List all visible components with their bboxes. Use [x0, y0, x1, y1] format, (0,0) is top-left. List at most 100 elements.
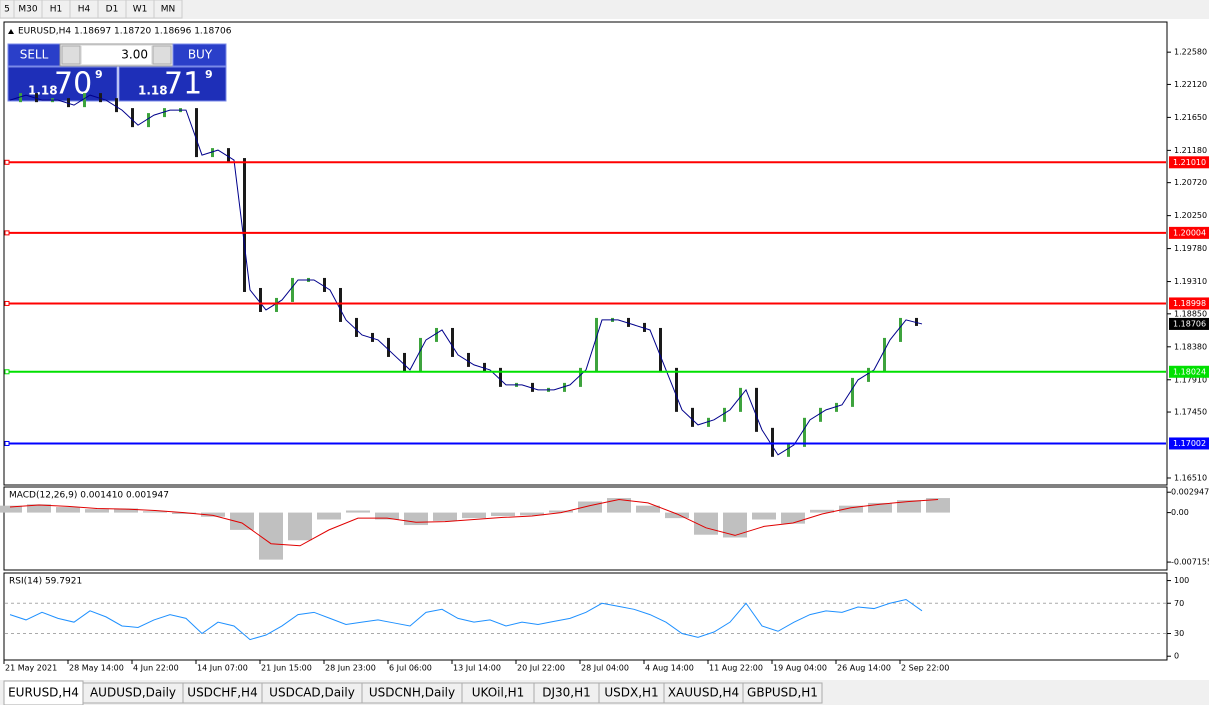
price-bar [387, 337, 390, 357]
timeframe-button[interactable] [153, 0, 183, 19]
price-tick-label: 1.20720 [1174, 178, 1207, 187]
close-line [9, 94, 923, 456]
macd-bar [607, 498, 631, 513]
x-tick-label: 28 Jul 04:00 [581, 664, 629, 673]
price-bar [867, 367, 870, 382]
macd-bar [636, 505, 660, 513]
tab-label: USDCHF,H4 [187, 686, 257, 700]
level-label: 1.21010 [1173, 158, 1206, 167]
price-tick-label: 1.18380 [1174, 342, 1207, 351]
price-bar [483, 362, 486, 372]
price-bar [259, 287, 262, 312]
price-bar [499, 367, 502, 387]
buy-price[interactable] [118, 66, 227, 102]
rsi-tick-label: 100 [1174, 576, 1189, 585]
macd-bar [85, 509, 109, 513]
level-label: 1.18024 [1173, 367, 1206, 376]
tab-label: USDCAD,Daily [269, 686, 355, 700]
sell-point: 9 [95, 68, 103, 81]
macd-bar [549, 510, 573, 513]
price-bar [595, 317, 598, 372]
price-bar [35, 93, 38, 103]
macd-bar [259, 512, 283, 560]
x-tick-label: 2 Sep 22:00 [901, 664, 949, 673]
tab[interactable] [3, 680, 84, 705]
lot-down[interactable] [61, 45, 81, 65]
tab-label: GBPUSD,H1 [747, 686, 818, 700]
price-bar [275, 297, 278, 312]
tab-label: XAUUSD,H4 [668, 686, 739, 700]
price-tick-label: 1.22580 [1174, 48, 1207, 57]
timeframe-label: M30 [18, 5, 37, 15]
buy-button[interactable] [172, 43, 227, 67]
rsi-pane [3, 572, 1168, 661]
rsi-title: RSI(14) 59.7921 [9, 577, 82, 587]
timeframe-label: W1 [133, 5, 148, 15]
level-handle [4, 440, 10, 446]
price-tick-label: 1.19780 [1174, 244, 1207, 253]
tab-label: USDX,H1 [604, 686, 658, 700]
price-bar [531, 382, 534, 392]
price-bar [851, 377, 854, 407]
price-bar [643, 322, 646, 332]
lot-up[interactable] [152, 45, 172, 65]
tab[interactable] [742, 682, 823, 704]
buy-label: BUY [188, 48, 213, 62]
price-tick-label: 1.21180 [1174, 146, 1207, 155]
price-bar [819, 407, 822, 422]
timeframe-label: 5 [4, 5, 10, 15]
macd-bar [404, 512, 428, 526]
macd-bar [578, 501, 602, 513]
price-bar [403, 352, 406, 372]
price-bar [419, 337, 422, 372]
macd-bar [288, 512, 312, 541]
price-bar [451, 327, 454, 357]
macd-bar [56, 507, 80, 513]
price-tick-label: 1.17910 [1174, 375, 1207, 384]
timeframe-label: H1 [50, 5, 63, 15]
macd-tick-label: 0.00 [1171, 508, 1189, 517]
price-bar [355, 317, 358, 337]
price-bar [211, 148, 214, 158]
price-bar [627, 317, 630, 327]
rsi-tick-label: 0 [1174, 652, 1179, 661]
price-tick-label: 1.16510 [1174, 473, 1207, 482]
macd-title: MACD(12,26,9) 0.001410 0.001947 [9, 491, 169, 501]
sell-pips: 70 [54, 67, 92, 102]
x-tick-label: 6 Jul 06:00 [389, 664, 432, 673]
macd-bar [491, 512, 515, 517]
x-tick-label: 21 Jun 15:00 [261, 664, 312, 673]
price-tick-label: 1.21650 [1174, 113, 1207, 122]
price-bar [691, 407, 694, 427]
toolbar [0, 0, 1209, 19]
macd-bar [839, 505, 863, 513]
macd-bar [868, 502, 892, 513]
level-label: 1.18998 [1173, 299, 1206, 308]
tab-label: USDCNH,Daily [369, 686, 455, 700]
price-bar [19, 93, 22, 103]
macd-bar [27, 504, 51, 513]
rsi-tick-label: 30 [1174, 629, 1184, 638]
rsi-line [9, 598, 923, 641]
price-bar [723, 407, 726, 422]
macd-bar [810, 509, 834, 513]
x-tick-label: 13 Jul 14:00 [453, 664, 501, 673]
price-tick-label: 1.20250 [1174, 211, 1207, 220]
price-bar [131, 108, 134, 128]
level-handle [4, 369, 10, 375]
collapse-icon [8, 29, 14, 34]
timeframe-label: MN [161, 5, 176, 15]
level-tag [1169, 156, 1209, 169]
macd-bar [781, 512, 805, 524]
price-bar [99, 93, 102, 103]
x-tick-label: 28 May 14:00 [69, 664, 124, 673]
macd-bar [346, 510, 370, 513]
lot-input[interactable] [82, 46, 151, 64]
macd-bar [462, 512, 486, 519]
level-tag [1169, 365, 1209, 378]
price-bar [371, 332, 374, 342]
level-label: 1.20004 [1173, 228, 1206, 237]
price-bar [163, 108, 166, 118]
price-tick-label: 1.18850 [1174, 309, 1207, 318]
tab-label: AUDUSD,Daily [90, 686, 176, 700]
